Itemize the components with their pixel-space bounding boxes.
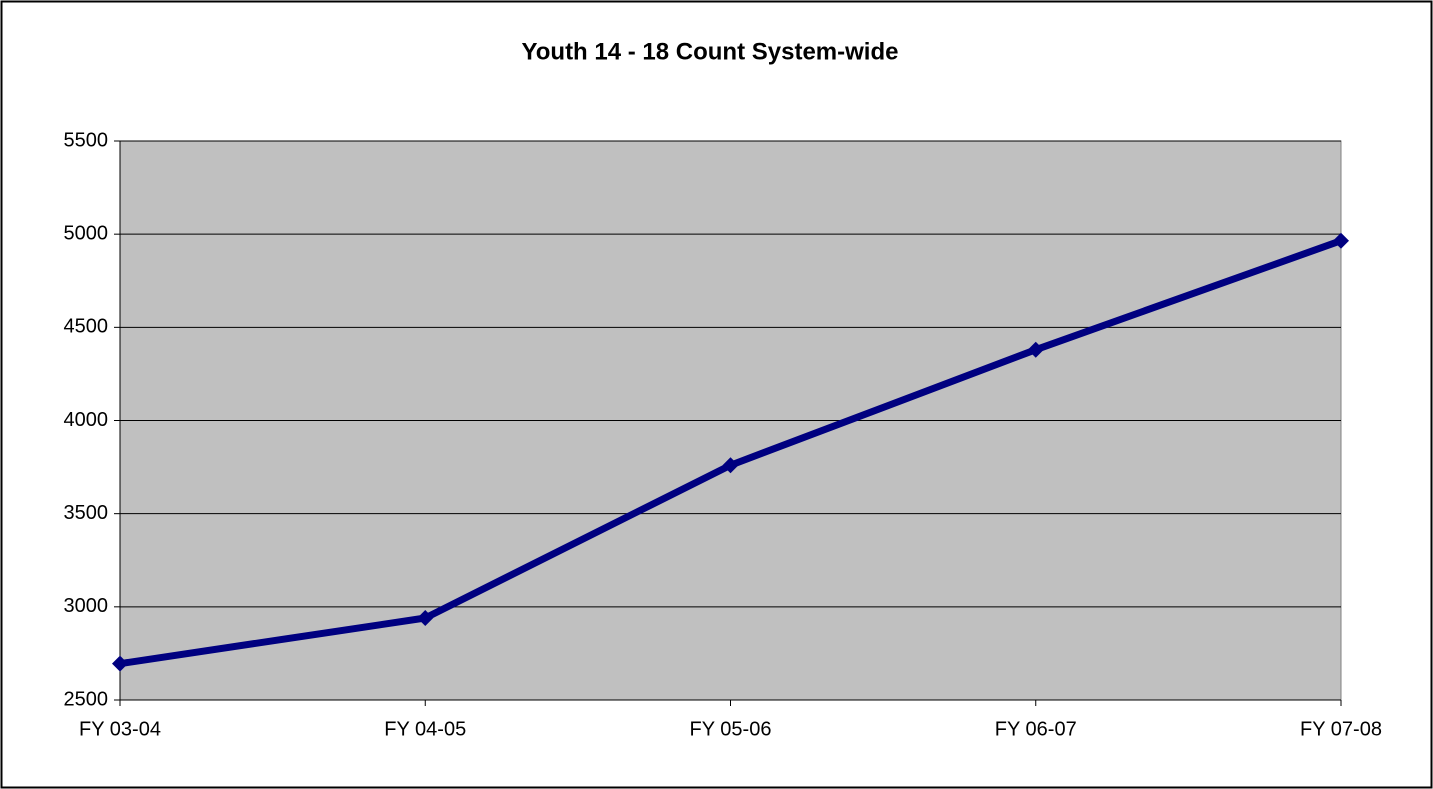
marker [417, 610, 434, 627]
y-tick-label: 4500 [64, 316, 109, 338]
chart-title: Youth 14 - 18 Count System-wide [522, 38, 899, 65]
y-tick-label: 5000 [64, 222, 109, 244]
x-tick-label: FY 05-06 [690, 718, 772, 740]
x-tick-label: FY 03-04 [79, 718, 161, 740]
marker [722, 457, 739, 474]
y-tick-label: 3000 [64, 595, 109, 617]
x-tick-label: FY 06-07 [995, 718, 1077, 740]
x-tick-label: FY 04-05 [384, 718, 466, 740]
y-tick-label: 3500 [64, 502, 109, 524]
marker [112, 655, 128, 672]
marker [1333, 232, 1349, 249]
y-tick-label: 4000 [64, 409, 109, 431]
y-tick-label: 5500 [64, 129, 109, 151]
y-tick-label: 2500 [64, 688, 109, 710]
marker [1027, 341, 1044, 358]
x-tick-label: FY 07-08 [1300, 718, 1382, 740]
